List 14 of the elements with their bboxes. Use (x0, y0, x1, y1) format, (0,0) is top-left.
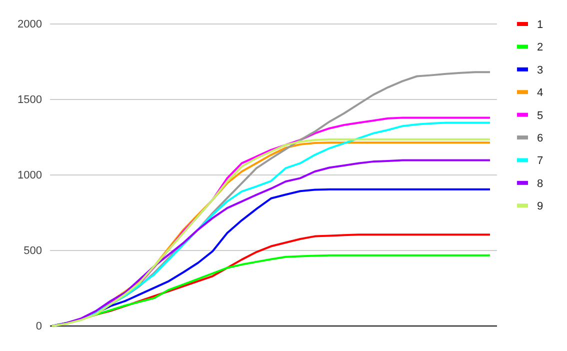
legend-label: 1 (537, 19, 544, 31)
legend-label: 4 (537, 87, 544, 100)
y-tick-label: 1500 (18, 94, 42, 106)
legend-label: 6 (537, 132, 544, 144)
legend-label: 2 (537, 42, 544, 54)
legend-label: 8 (537, 178, 544, 190)
legend-label: 5 (537, 110, 544, 122)
y-tick-label: 500 (24, 245, 42, 258)
y-tick-label: 2000 (18, 18, 42, 31)
legend-label: 3 (537, 64, 544, 76)
y-tick-label: 0 (36, 320, 42, 333)
y-tick-label: 1000 (18, 170, 42, 182)
legend-label: 7 (537, 155, 544, 168)
legend-label: 9 (537, 200, 544, 213)
